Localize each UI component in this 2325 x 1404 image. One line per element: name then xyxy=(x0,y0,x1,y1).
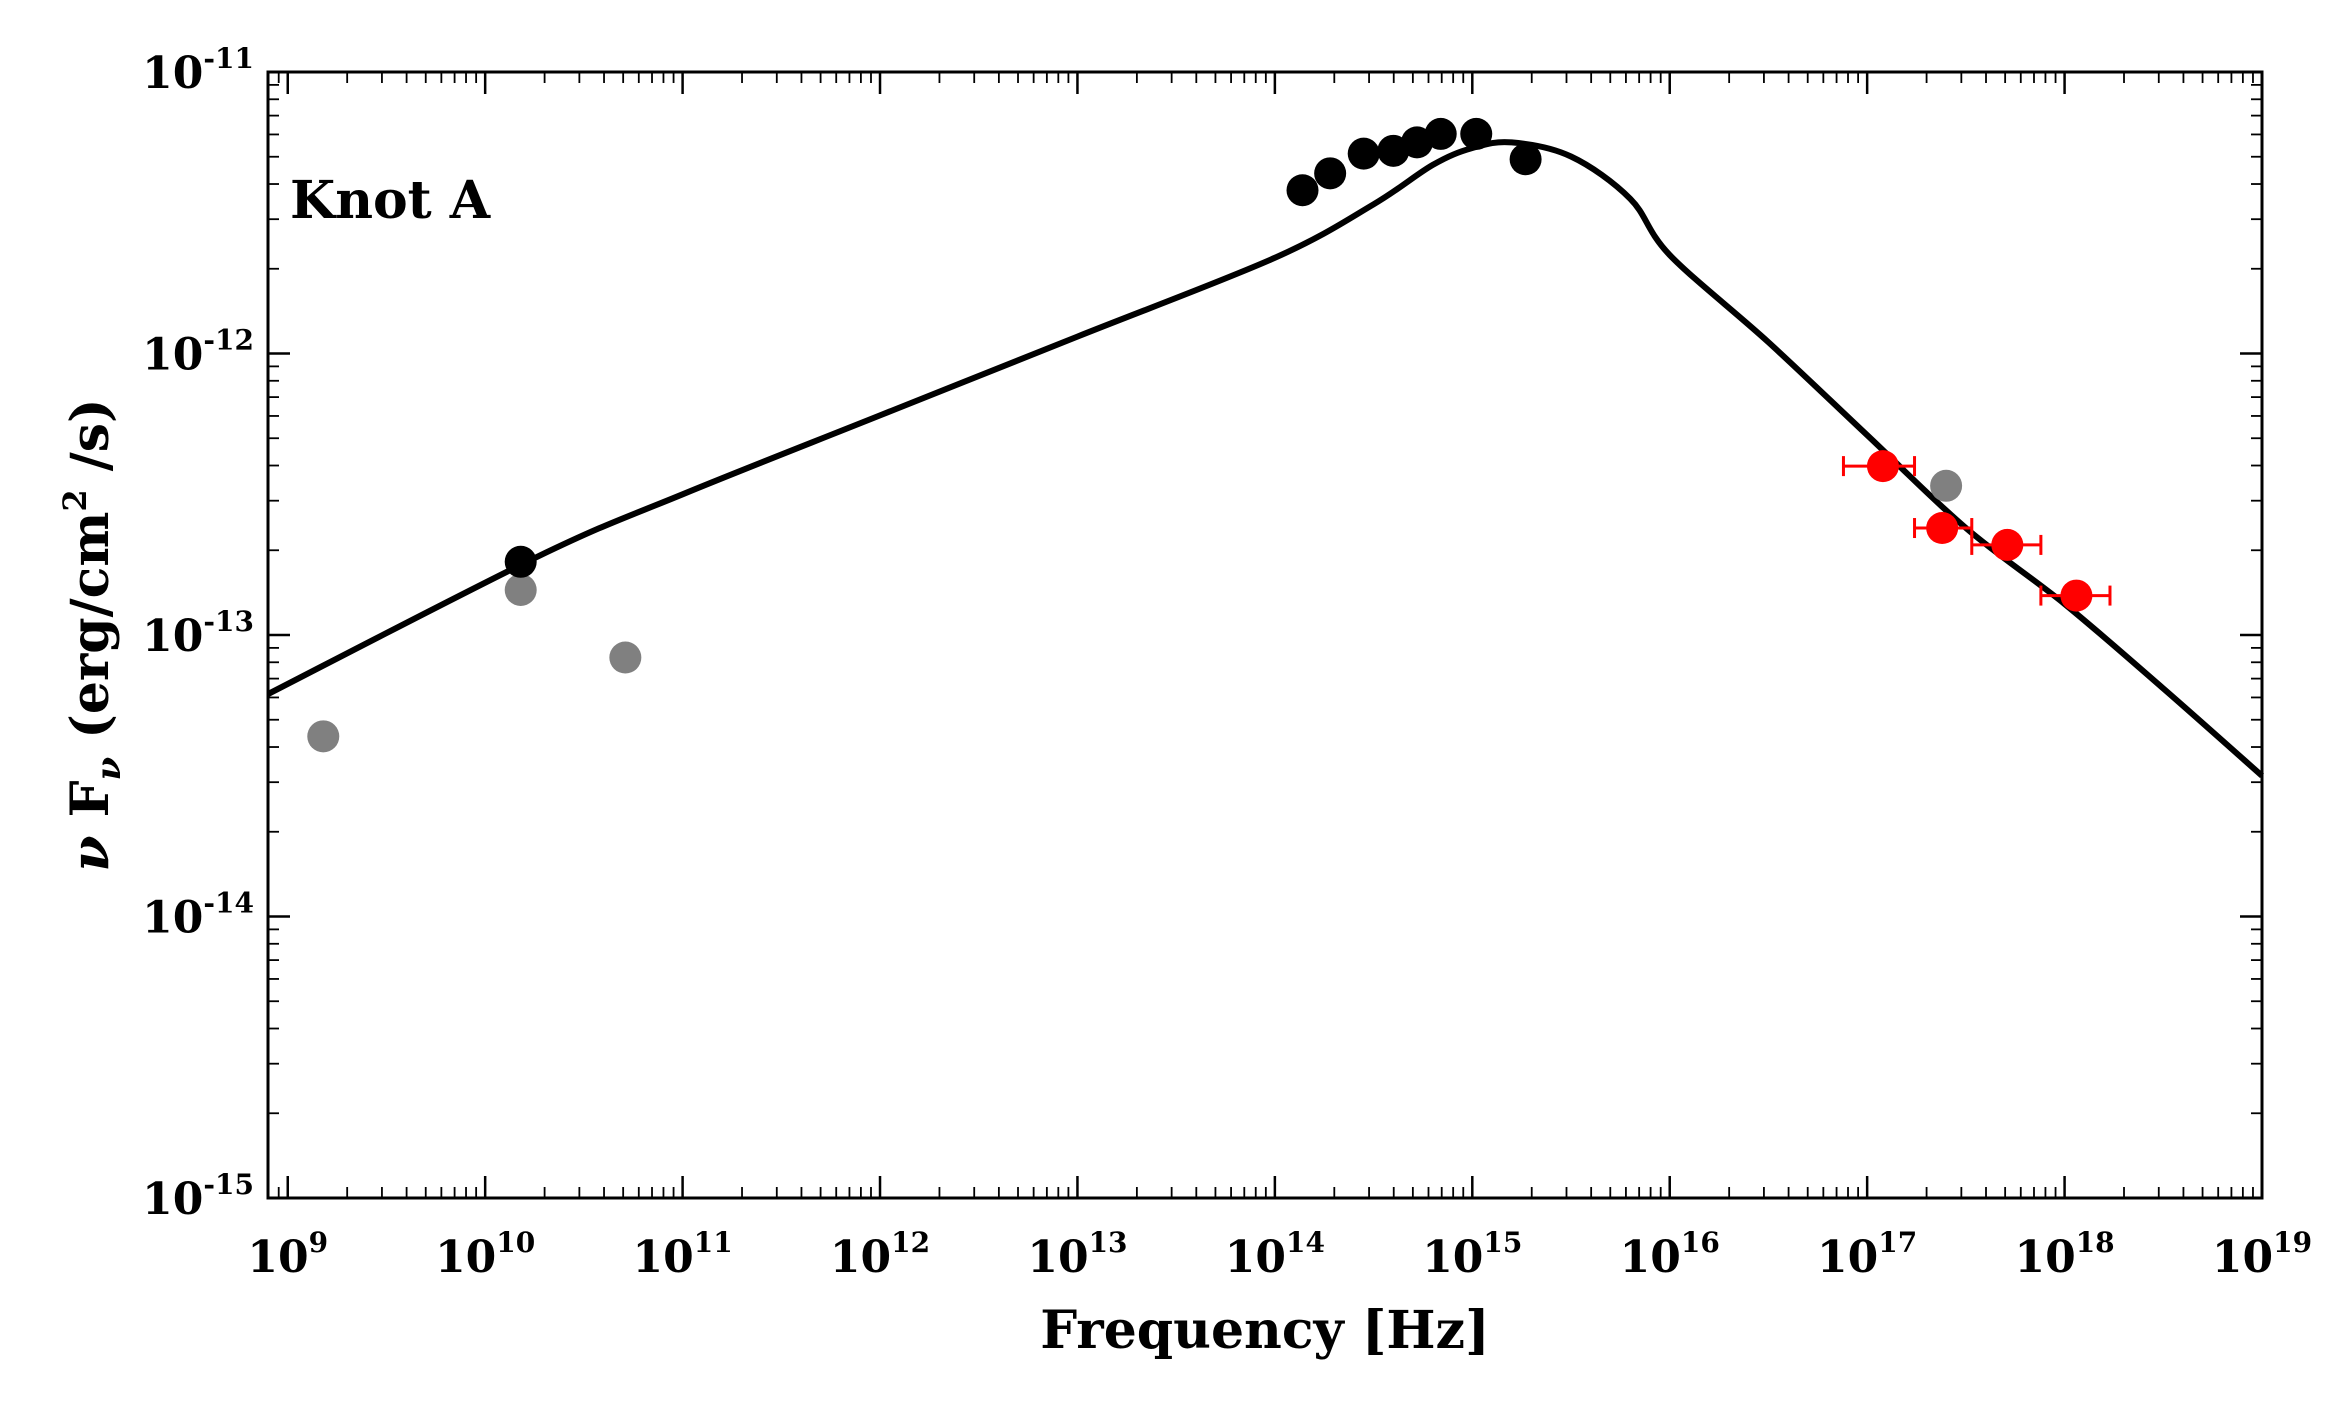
black-data-point xyxy=(504,545,537,578)
y-axis-title-sup: 2 xyxy=(56,489,94,511)
minor-ticks xyxy=(267,72,2262,1198)
y-tick-labels: 10-11 10-12 10-13 10-14 10-15 xyxy=(142,42,254,1225)
y-axis-title-sub: ν xyxy=(89,756,129,780)
radio-gray-point xyxy=(504,573,537,606)
black-data-point xyxy=(1424,117,1457,150)
y-axis-title-units: (erg/cm xyxy=(60,512,121,757)
data-points xyxy=(307,117,2112,753)
y-tick-label: 10-15 xyxy=(142,1168,254,1225)
plot-frame xyxy=(266,70,2264,1200)
black-data-point xyxy=(1314,157,1347,190)
xray-red-point xyxy=(2060,579,2093,612)
x-tick-label: 1018 xyxy=(2014,1226,2114,1283)
xray-red-point xyxy=(1991,528,2024,561)
black-data-point xyxy=(1347,137,1380,170)
x-tick-label: 1019 xyxy=(2212,1226,2312,1283)
black-data-point xyxy=(1509,143,1542,176)
x-tick-label: 1015 xyxy=(1422,1226,1522,1283)
x-tick-label: 1012 xyxy=(830,1226,930,1283)
y-tick-label: 10-11 xyxy=(142,42,254,99)
x-tick-labels: 109 1010 1011 1012 1013 1014 1015 1016 1017 1018 1… xyxy=(247,1226,2312,1283)
x-tick-label: 1014 xyxy=(1225,1226,1325,1283)
y-tick-label: 10-13 xyxy=(142,605,254,662)
y-axis-title-units-end: /s) xyxy=(60,398,121,489)
black-data-point xyxy=(1286,174,1319,207)
xray-gray-point xyxy=(1930,469,1963,502)
x-axis-title: Frequency [Hz] xyxy=(1040,1300,1489,1361)
y-tick-label: 10-14 xyxy=(142,887,254,944)
y-tick-label: 10-12 xyxy=(142,324,254,381)
xray-red-point xyxy=(1866,450,1899,483)
x-tick-label: 1013 xyxy=(1027,1226,1127,1283)
black-data-point xyxy=(1460,117,1493,150)
x-tick-label: 1011 xyxy=(632,1226,732,1283)
y-axis-title-nu: ν xyxy=(60,836,121,872)
x-tick-label: 1010 xyxy=(435,1226,535,1283)
y-axis-title: ν Fν (erg/cm2 /s) xyxy=(56,398,129,871)
x-tick-label: 109 xyxy=(247,1226,328,1283)
radio-gray-point xyxy=(609,641,642,674)
knot-label: Knot A xyxy=(290,170,491,231)
y-axis-title-f: F xyxy=(60,780,121,835)
xray-red-point xyxy=(1926,512,1959,545)
x-tick-label: 1017 xyxy=(1817,1226,1917,1283)
radio-gray-point xyxy=(307,720,340,753)
x-tick-label: 1016 xyxy=(1620,1226,1720,1283)
